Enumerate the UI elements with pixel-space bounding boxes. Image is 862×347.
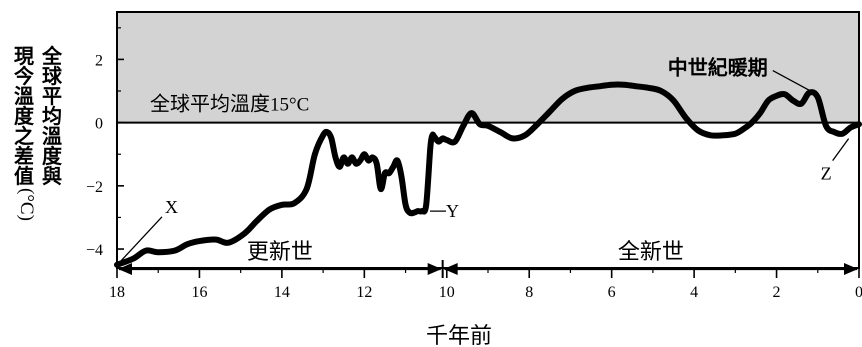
y-tick-label: 0 [95, 116, 103, 133]
y-tick-label: −4 [86, 242, 103, 259]
period-arrowhead-left [443, 263, 458, 275]
temperature-series-line [114, 81, 862, 268]
period-layer: 更新世 全新世 [118, 240, 858, 278]
annotation-leader-x [120, 216, 163, 262]
annotation-label-z: Z [821, 164, 832, 184]
reference-line-label: 全球平均溫度15°C [150, 92, 309, 116]
shaded-warm-region [117, 12, 859, 123]
y-tick-label: −2 [86, 179, 103, 196]
period-label: 更新世 [247, 240, 313, 265]
y-axis-label-text: 現今溫度之差值 [14, 44, 34, 188]
annotation-leader-medieval [772, 70, 811, 92]
x-tick-label: 4 [690, 284, 698, 301]
period-arrowhead-left [118, 263, 132, 275]
y-axis-label-text: 全球平均溫度與 [42, 44, 62, 188]
x-tick-label: 16 [191, 284, 207, 301]
annotation-label-medieval-warm-period: 中世紀暖期 [668, 56, 768, 80]
x-tick-label: 8 [525, 284, 533, 301]
annotation-layer: X Y Z 中世紀暖期 [120, 56, 850, 262]
x-tick-label: 2 [773, 284, 781, 301]
annotation-leader-z [832, 138, 850, 162]
y-axis-label-line1: 全球平均溫度與 [40, 46, 64, 186]
annotation-label-y: Y [446, 201, 459, 221]
x-tick-label: 0 [855, 284, 862, 301]
x-tick-label: 14 [274, 284, 290, 301]
x-tick-label: 6 [608, 284, 616, 301]
period-arrowhead-right [427, 263, 442, 275]
y-axis-unit: (°C) [16, 188, 37, 221]
series-layer [114, 81, 862, 268]
period-label: 全新世 [618, 240, 684, 265]
y-tick-label: 2 [95, 52, 103, 69]
x-tick-label: 12 [356, 284, 372, 301]
x-axis-label: 千年前 [426, 324, 493, 347]
annotation-label-x: X [165, 197, 178, 217]
x-tick-label: 18 [109, 284, 125, 301]
reference-line-layer: 全球平均溫度15°C [117, 92, 859, 124]
period-arrowhead-right [844, 263, 858, 275]
x-tick-label: 10 [439, 284, 455, 301]
y-axis-label-line2: 現今溫度之差值 (°C) [12, 44, 37, 221]
